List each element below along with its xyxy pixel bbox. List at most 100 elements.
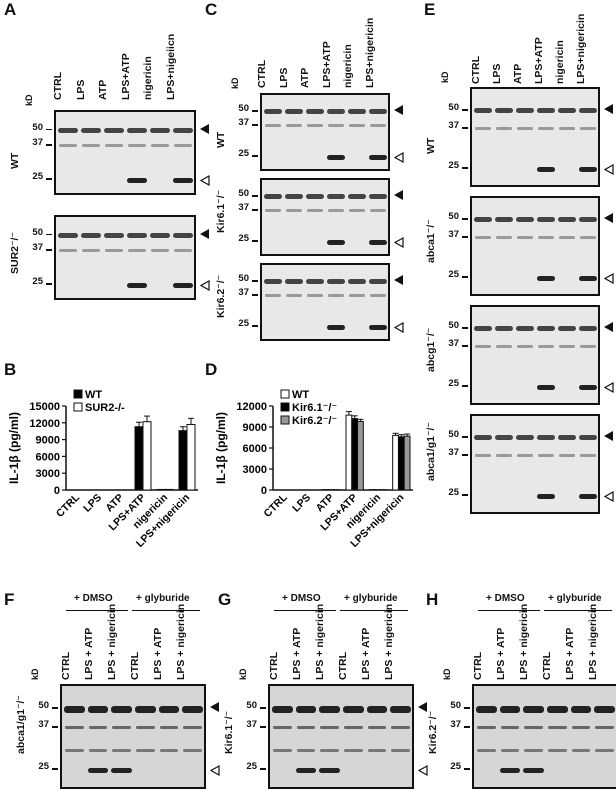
mw-tick [462,127,468,129]
lane-label: LPS + nigericin [106,603,118,680]
legend-label: Kir6.1⁻/⁻ [292,402,337,414]
pro-il1b-band [285,194,303,200]
background-band [559,127,575,130]
mw-tick [252,240,258,242]
mature-il1b-band [537,167,555,172]
bar [403,435,411,491]
background-band [88,726,108,729]
pro-il1b-band [104,232,124,238]
background-band [183,749,202,752]
filled-arrowhead [394,275,403,286]
open-arrowhead [393,150,404,164]
background-band [265,209,281,213]
background-band [136,726,155,729]
pro-il1b-band [547,706,568,714]
background-band [370,209,386,213]
y-tick-label: 6000 [243,443,267,455]
lane-label: CTRL [60,652,72,680]
open-arrowhead [199,278,210,292]
mature-il1b-band [319,768,340,773]
mw-marker: 50 [32,121,43,133]
lane-labels: CTRL LPS + ATP LPS + nigericin CTRL LPS + AT… [60,604,202,680]
mw-marker: 37 [450,719,461,730]
mw-tick [252,280,258,282]
bar [134,426,144,491]
background-band [159,726,179,729]
background-band [286,209,302,213]
legend-swatch [280,402,290,412]
treatment-bracket [132,610,200,611]
y-tick-label: 12000 [29,418,60,430]
pro-il1b-band [558,217,576,222]
mw-marker: 50 [238,273,249,285]
bar [164,488,174,491]
western-blot [268,684,414,789]
background-band [112,749,131,752]
treatment-label: + glyburide [136,593,190,604]
lane-label: nigericin [342,44,354,88]
filled-arrowhead [210,702,219,713]
background-band [320,749,339,752]
background-band [128,144,146,147]
western-blot [472,684,616,789]
mw-tick [462,167,468,169]
filled-arrowhead [394,190,403,201]
kd-label: kD [440,71,450,83]
y-tick-label: 3000 [243,464,267,476]
pro-il1b-band [579,326,597,331]
filled-arrowhead [604,431,613,441]
lane-label: LPS + nigericin [587,603,599,680]
mw-tick [462,109,468,111]
western-blot [54,215,196,300]
pro-il1b-band [495,108,513,113]
pro-il1b-band [495,326,513,331]
pro-il1b-band [474,108,492,113]
mature-il1b-band [369,155,387,161]
mw-tick [462,236,468,238]
bar [178,430,188,491]
background-band [370,294,386,298]
background-band [475,345,491,348]
western-blot [54,110,196,195]
pro-il1b-band [173,232,193,238]
bar [156,488,166,491]
treatment-label: + glyburide [548,593,602,604]
mw-tick [462,454,468,456]
background-band [580,454,596,457]
lane-label: LPS + nigericin [175,603,187,680]
pro-il1b-band [369,279,387,285]
pro-il1b-band [327,194,345,200]
lane-label: ATP [512,63,524,84]
open-arrowhead [199,173,210,187]
lane-label: CTRL [337,652,349,680]
mw-marker: 37 [238,117,249,129]
pro-il1b-band [319,706,340,714]
background-band [496,454,512,457]
mw-marker: 25 [246,761,257,772]
filled-arrowhead [200,228,209,239]
pro-il1b-band [516,435,534,440]
pro-il1b-band [369,194,387,200]
pro-il1b-band [306,194,324,200]
panel-label-h: H [426,590,439,609]
mw-marker: 37 [32,242,43,253]
mature-il1b-band [537,385,555,390]
background-band [580,236,596,239]
y-tick-label: 9000 [243,422,267,434]
lane-labels-a: CTRL LPS ATP LPS+ATP nigericin LPS+nigeiicn [52,30,196,100]
western-blot [470,87,600,187]
pro-il1b-band [81,232,101,238]
mw-marker: 25 [448,160,459,171]
mature-il1b-band [579,276,597,281]
mature-il1b-band [327,325,345,331]
mw-tick [52,768,58,770]
background-band [349,209,365,213]
lane-label: LPS + ATP [495,627,507,680]
background-band [183,726,202,729]
background-band [496,236,512,239]
mw-marker: 50 [448,102,459,113]
lane-label: CTRL [268,652,280,680]
pro-il1b-band [537,108,555,113]
background-band [59,249,77,252]
